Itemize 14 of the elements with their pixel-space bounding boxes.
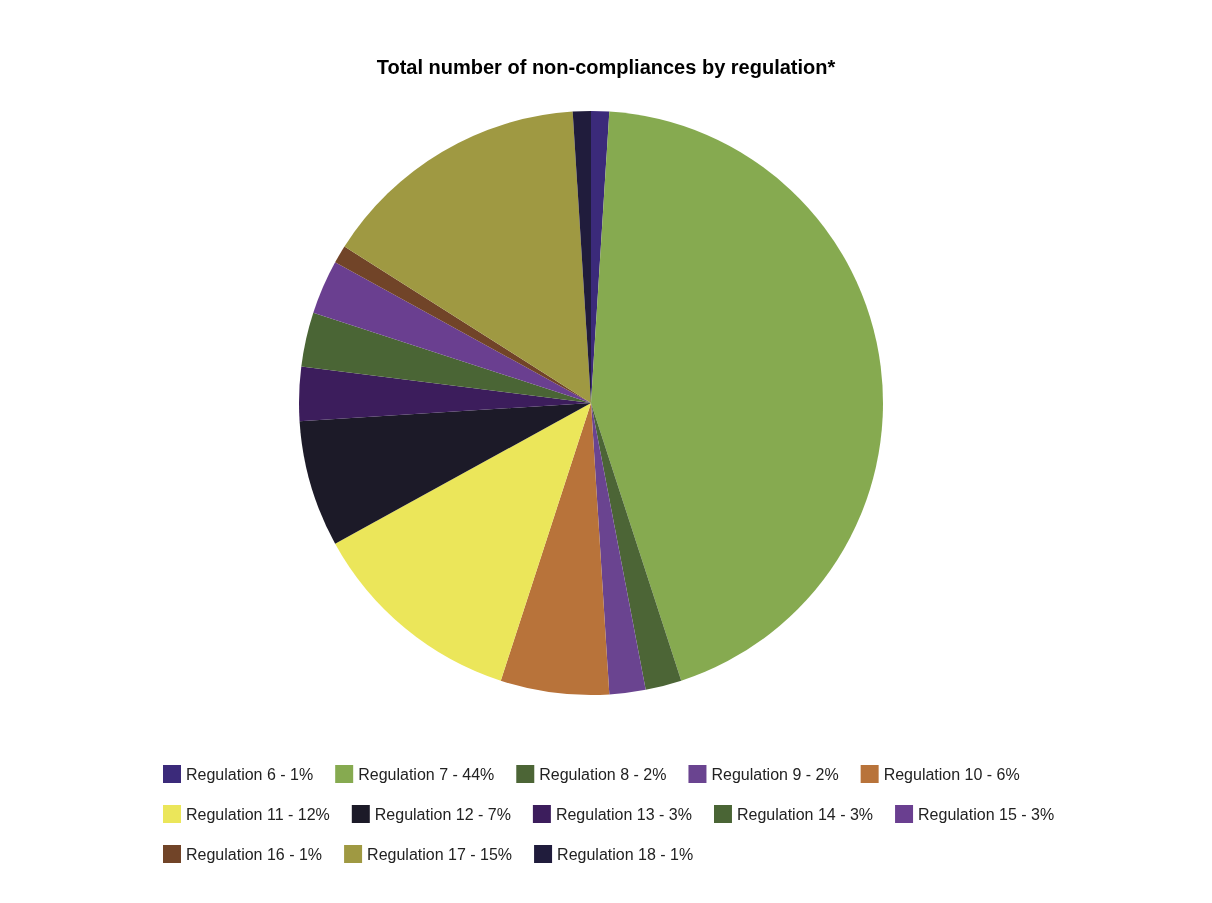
legend-label: Regulation 13 - 3%: [555, 805, 692, 823]
legend-label: Regulation 18 - 1%: [557, 845, 694, 863]
legend-label: Regulation 6 - 1%: [186, 765, 314, 783]
legend-label: Regulation 7 - 44%: [358, 765, 495, 783]
legend-label: Regulation 9 - 2%: [711, 765, 839, 783]
legend-label: Regulation 15 - 3%: [918, 805, 1055, 823]
legend-label: Regulation 10 - 6%: [883, 765, 1020, 783]
chart-title: Total number of non-compliances by regulation*: [376, 56, 836, 78]
legend-label: Regulation 17 - 15%: [367, 845, 513, 863]
legend-label: Regulation 14 - 3%: [736, 805, 874, 823]
legend-label: Regulation 16 - 1%: [186, 845, 323, 863]
legend-label: Regulation 8 - 2%: [539, 765, 667, 783]
legend-label: Regulation 11 - 12%: [186, 805, 330, 823]
legend-label: Regulation 12 - 7%: [374, 805, 511, 823]
